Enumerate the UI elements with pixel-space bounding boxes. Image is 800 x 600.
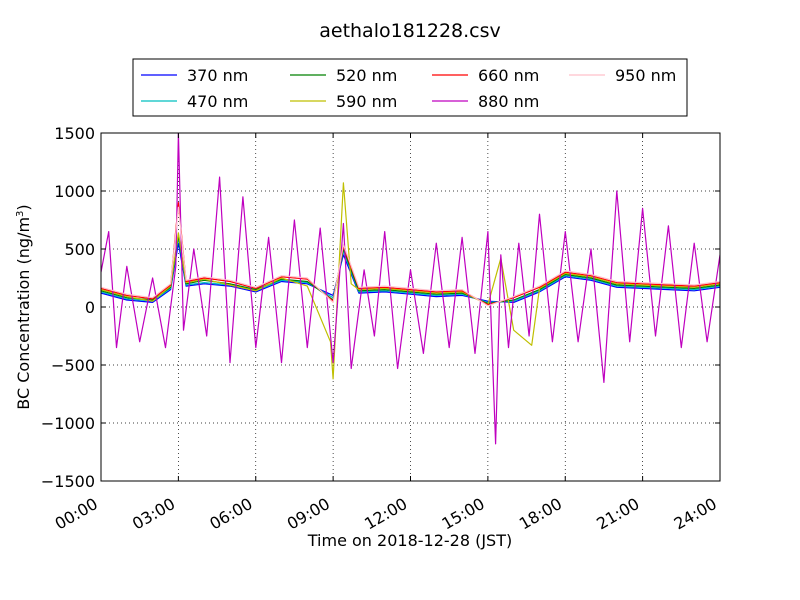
y-tick-label: 1000 <box>54 182 95 201</box>
legend-label: 950 nm <box>615 66 676 85</box>
legend-label: 660 nm <box>478 66 539 85</box>
y-axis-label-sup: 3 <box>15 211 26 217</box>
legend-label: 520 nm <box>336 66 397 85</box>
y-tick-label: −500 <box>51 356 95 375</box>
legend: 370 nm 470 nm 520 nm 590 nm 660 nm 880 nm 950 … <box>132 58 688 117</box>
y-axis-label-main: BC Concentration (ng/m <box>14 217 33 410</box>
legend-label: 370 nm <box>187 66 248 85</box>
y-tick-label: −1000 <box>41 414 95 433</box>
y-axis-label-tail: ) <box>14 204 33 210</box>
y-axis: 1500 1000 500 0 −500 −1000 −1500 <box>41 124 720 491</box>
series-line-950-nm <box>101 206 720 307</box>
y-tick-label: 0 <box>85 298 95 317</box>
y-tick-label: 500 <box>64 240 95 259</box>
chart-title: aethalo181228.csv <box>319 20 501 42</box>
legend-label: 590 nm <box>336 92 397 111</box>
x-axis-label: Time on 2018-12-28 (JST) <box>307 531 512 550</box>
legend-label: 880 nm <box>478 92 539 111</box>
y-axis-label: BC Concentration (ng/m3) <box>14 204 33 409</box>
y-tick-label: 1500 <box>54 124 95 143</box>
legend-label: 470 nm <box>187 92 248 111</box>
y-tick-label: −1500 <box>41 472 95 491</box>
plot-area: 00:00 03:00 06:00 09:00 12:00 15:00 18:00 21:00… <box>41 124 721 534</box>
series-line-880-nm <box>101 133 720 445</box>
legend-box <box>132 58 688 117</box>
series-lines <box>101 133 720 445</box>
